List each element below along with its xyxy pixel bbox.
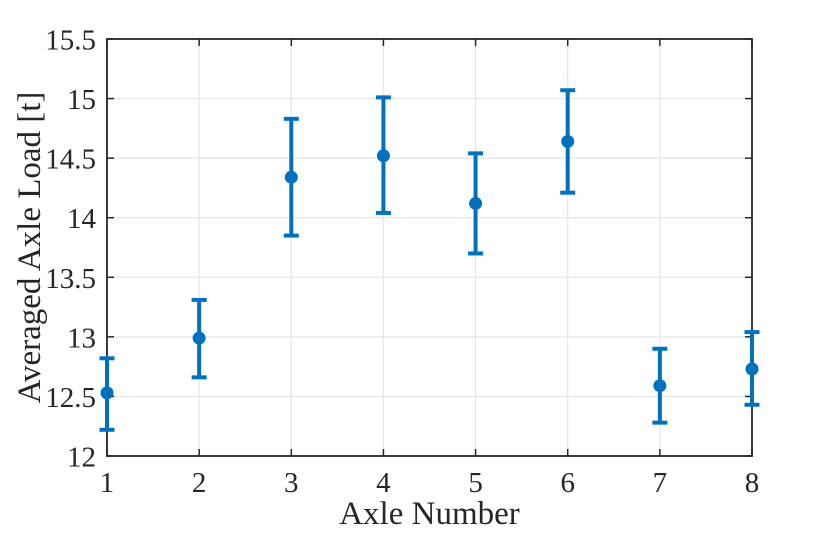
errorbar-point <box>283 116 299 238</box>
x-tick-label: 6 <box>560 467 575 499</box>
errorbar-point <box>652 346 668 425</box>
y-tick-label: 12 <box>67 442 96 474</box>
errorbar-point <box>744 330 760 407</box>
y-tick-label: 14.5 <box>45 144 96 176</box>
data-marker <box>653 379 667 393</box>
data-marker <box>469 196 483 210</box>
grid-layer <box>107 39 752 456</box>
x-tick-label: 1 <box>100 467 115 499</box>
x-tick-label: 8 <box>745 467 760 499</box>
data-marker <box>745 362 759 376</box>
x-tick-label: 2 <box>192 467 207 499</box>
errorbar-point <box>375 95 391 215</box>
series-layer <box>99 88 760 432</box>
axes-layer <box>106 38 753 457</box>
y-tick-label: 13.5 <box>45 263 96 295</box>
errorbar-point <box>191 297 207 380</box>
x-tick-label: 4 <box>376 467 391 499</box>
y-tick-label: 12.5 <box>45 382 96 414</box>
errorbar-point <box>560 88 576 195</box>
x-tick-label: 5 <box>468 467 483 499</box>
data-marker <box>284 170 298 184</box>
y-axis-label: Averaged Axle Load [t] <box>12 92 48 404</box>
data-marker <box>100 386 114 400</box>
data-marker <box>376 149 390 163</box>
data-marker <box>192 331 206 345</box>
y-tick-label: 14 <box>67 203 97 235</box>
plot-box <box>106 38 753 457</box>
y-tick-label: 13 <box>67 322 96 354</box>
y-tick-label: 15 <box>67 84 96 116</box>
x-tick-label: 7 <box>653 467 668 499</box>
data-marker <box>561 134 575 148</box>
errorbar-point <box>99 356 115 432</box>
y-tick-label: 15.5 <box>45 25 96 57</box>
errorbar-point <box>468 151 484 256</box>
x-tick-label: 3 <box>284 467 299 499</box>
x-axis-label: Axle Number <box>339 496 520 532</box>
